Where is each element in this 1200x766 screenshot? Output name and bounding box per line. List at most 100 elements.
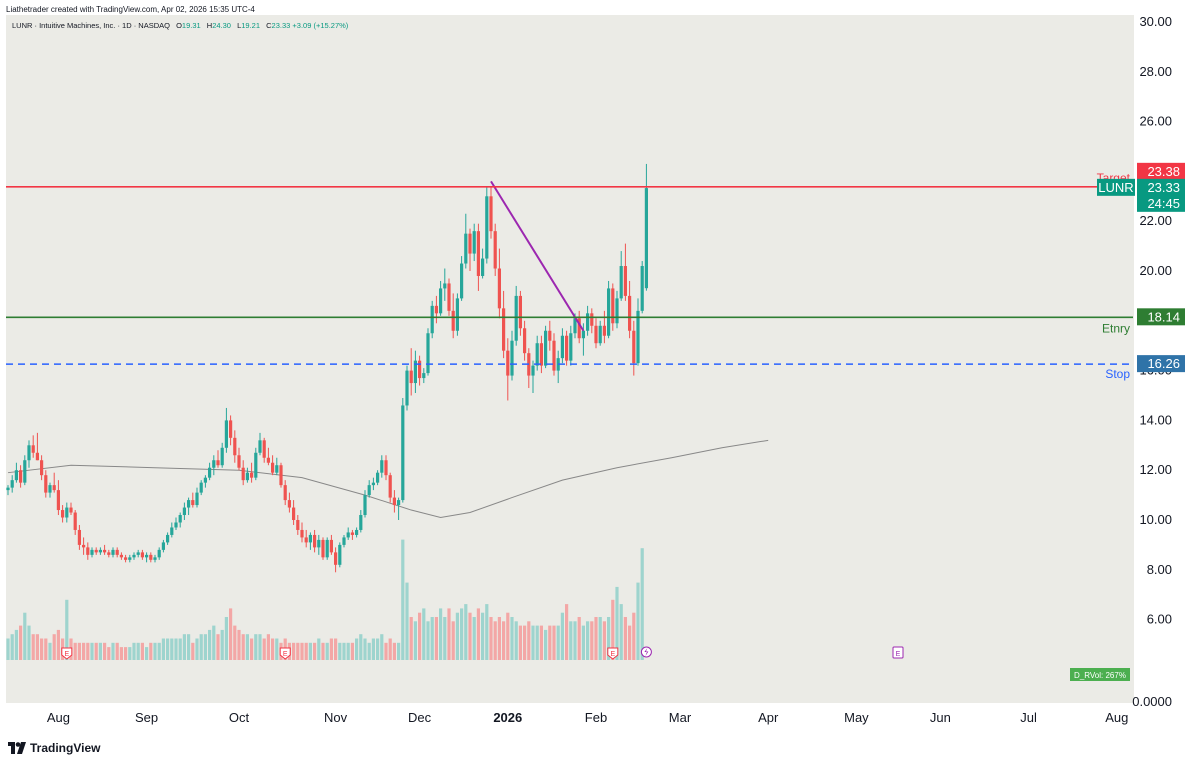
candle-body: [65, 507, 69, 518]
candle-body: [279, 465, 283, 486]
candle-body: [548, 330, 552, 341]
volume-bar: [460, 608, 464, 660]
volume-bar: [539, 625, 543, 660]
volume-bar: [552, 625, 556, 660]
candle-body: [615, 298, 619, 324]
candle-body: [317, 539, 321, 548]
candle-body: [392, 497, 396, 506]
volume-bar: [300, 642, 304, 660]
candle-body: [86, 547, 90, 555]
volume-bar: [73, 642, 77, 660]
volume-bar: [35, 634, 39, 660]
resistance-trendline: [490, 180, 585, 332]
candle-body: [489, 196, 493, 232]
volume-bar: [544, 629, 548, 660]
candle-body: [426, 333, 430, 374]
candle-body: [82, 544, 86, 548]
candle-body: [388, 475, 392, 498]
candle-body: [439, 288, 443, 314]
volume-bar: [468, 612, 472, 660]
candle-body: [250, 472, 254, 478]
candle-body: [145, 554, 149, 558]
volume-bar: [182, 634, 186, 660]
candle-body: [128, 557, 132, 560]
candle-body: [203, 477, 207, 483]
volume-bar: [233, 625, 237, 660]
entry-price-text: 18.14: [1147, 309, 1180, 324]
volume-bar: [443, 617, 447, 660]
volume-bar: [48, 642, 52, 660]
candle-body: [502, 308, 506, 351]
volume-bar: [6, 638, 10, 660]
x-tick-label: Oct: [229, 710, 250, 725]
volume-bar: [401, 539, 405, 660]
legend-high-label: H: [206, 21, 213, 30]
volume-bar: [531, 625, 535, 660]
candle-body: [514, 295, 518, 341]
volume-bar: [329, 638, 333, 660]
candle-body: [254, 452, 258, 478]
candle-body: [376, 472, 380, 483]
x-tick-label: Sep: [135, 710, 158, 725]
volume-bar: [602, 621, 606, 660]
earnings-marker-icon: [61, 647, 73, 660]
candle-body: [103, 549, 107, 553]
candle-body: [334, 552, 338, 565]
candle-body: [178, 515, 182, 523]
legend-change: +3.09 (+15.27%): [292, 21, 349, 30]
candle-body: [447, 283, 451, 311]
volume-bar: [447, 608, 451, 660]
volume-bar: [199, 634, 203, 660]
candle-body: [19, 470, 23, 483]
volume-bar: [44, 638, 48, 660]
volume-bar: [594, 617, 598, 660]
volume-bar: [350, 642, 354, 660]
candle-body: [476, 231, 480, 276]
volume-bar: [241, 634, 245, 660]
candle-body: [132, 554, 136, 558]
candle-body: [510, 340, 514, 376]
candle-body: [443, 283, 447, 289]
y-tick-label: 6.00: [1147, 612, 1172, 627]
x-tick-label: Aug: [1105, 710, 1128, 725]
volume-bar: [14, 629, 18, 660]
candle-body: [464, 233, 468, 264]
volume-bar: [254, 634, 258, 660]
y-tick-label: 0.0000: [1132, 694, 1172, 709]
candle-body: [199, 482, 203, 493]
volume-bar: [426, 621, 430, 660]
candle-body: [161, 542, 165, 550]
volume-bar: [371, 638, 375, 660]
created-caption: Liathetrader created with TradingView.co…: [6, 5, 255, 14]
stop-label: Stop: [1105, 367, 1130, 381]
volume-bar: [90, 642, 94, 660]
volume-bar: [569, 621, 573, 660]
tradingview-logo-icon: [8, 742, 26, 754]
candle-body: [174, 522, 178, 528]
candle-body: [460, 263, 464, 299]
volume-bar: [65, 599, 69, 660]
volume-bar: [304, 642, 308, 660]
volume-bar: [506, 612, 510, 660]
candle-body: [384, 460, 388, 476]
candle-body: [61, 510, 65, 518]
volume-bar: [493, 621, 497, 660]
candle-body: [342, 537, 346, 545]
candle-body: [304, 537, 308, 543]
candle-body: [40, 460, 44, 476]
volume-bar: [170, 638, 174, 660]
candle-body: [560, 335, 564, 359]
volume-bar: [355, 638, 359, 660]
volume-bar: [409, 617, 413, 660]
volume-bar: [481, 612, 485, 660]
candle-body: [73, 512, 77, 530]
legend-low: 19.21: [241, 21, 261, 30]
time-scale[interactable]: [6, 703, 1134, 733]
volume-bar: [384, 642, 388, 660]
candle-body: [166, 534, 170, 543]
volume-bar: [237, 629, 241, 660]
candle-body: [380, 460, 384, 473]
candle-body: [187, 500, 191, 508]
volume-bar: [94, 642, 98, 660]
chart-header: Liathetrader created with TradingView.co…: [0, 0, 1200, 14]
